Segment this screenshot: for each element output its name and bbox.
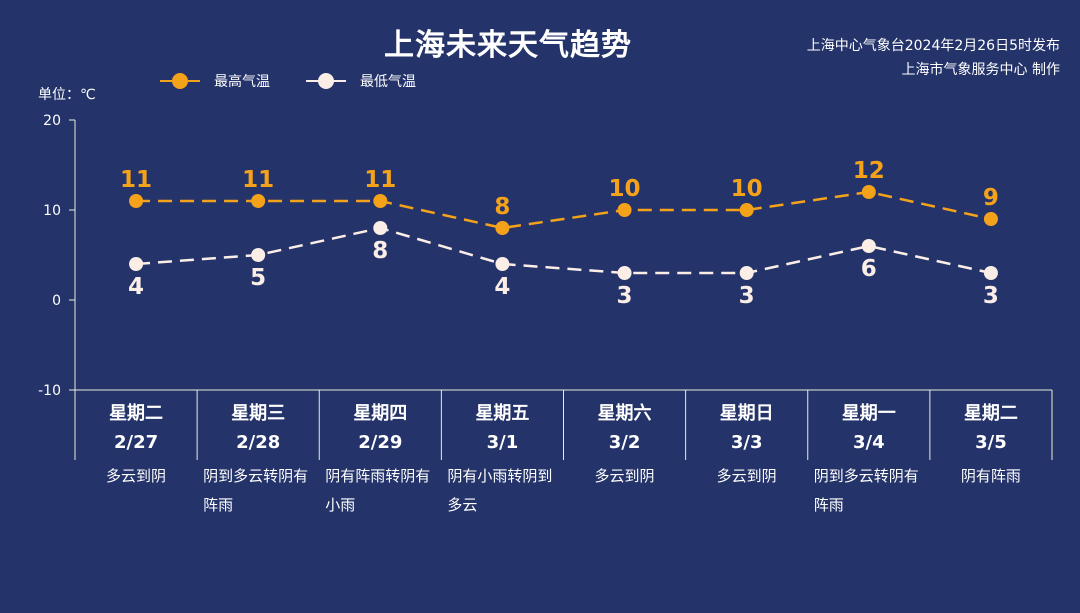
data-point-low — [861, 239, 876, 253]
legend-swatch-high — [160, 72, 200, 90]
data-point-low — [739, 266, 754, 280]
series-line-high — [136, 190, 992, 230]
day-column: 星期日 3/3 多云到阴 — [686, 400, 808, 491]
data-label-low: 8 — [372, 238, 388, 264]
series-line-low — [135, 226, 992, 275]
data-point-high — [495, 221, 510, 235]
data-point-low — [617, 266, 632, 280]
weather-condition: 阴到多云转阴有阵雨 — [813, 467, 919, 514]
weather-condition: 阴到多云转阴有阵雨 — [203, 467, 309, 514]
date-label: 3/5 — [975, 432, 1007, 453]
legend-item-low: 最低气温 — [306, 71, 416, 91]
legend-item-high: 最高气温 — [160, 71, 270, 91]
weather-condition: 多云到阴 — [594, 467, 655, 485]
date-label: 2/28 — [236, 432, 281, 453]
data-point-low — [983, 266, 998, 280]
weather-condition: 阴有小雨转阴到多云 — [447, 467, 553, 514]
data-point-high — [129, 194, 144, 208]
data-point-high — [983, 212, 998, 226]
data-label-high: 12 — [853, 158, 885, 184]
unit-label: 单位：℃ — [38, 87, 96, 103]
data-label-low: 4 — [494, 274, 510, 300]
weekday-label: 星期三 — [231, 403, 286, 424]
y-tick-label: 0 — [52, 293, 61, 309]
weather-condition: 多云到阴 — [716, 467, 777, 485]
weekday-label: 星期日 — [719, 403, 774, 424]
y-tick-label: 20 — [43, 113, 61, 129]
data-point-low — [129, 257, 144, 271]
data-point-high — [251, 194, 266, 208]
legend-label-high: 最高气温 — [214, 74, 270, 90]
weekday-label: 星期四 — [353, 403, 408, 424]
day-column: 星期二 2/27 多云到阴 — [75, 400, 197, 491]
data-label-low: 5 — [250, 265, 266, 291]
data-label-high: 9 — [983, 185, 999, 211]
date-label: 3/4 — [853, 432, 885, 453]
day-column: 星期六 3/2 多云到阴 — [564, 400, 686, 491]
data-label-low: 3 — [617, 283, 633, 309]
data-label-low: 3 — [739, 283, 755, 309]
weekday-label: 星期二 — [963, 403, 1018, 424]
date-label: 2/27 — [113, 432, 159, 453]
data-label-low: 4 — [128, 274, 144, 300]
data-label-high: 10 — [609, 176, 641, 202]
data-point-high — [373, 194, 388, 208]
weekday-label: 星期五 — [475, 403, 530, 424]
data-point-high — [617, 203, 632, 217]
weather-condition: 多云到阴 — [106, 467, 167, 485]
legend: 最高气温 最低气温 — [160, 70, 452, 92]
weekday-label: 星期二 — [109, 403, 164, 424]
day-column: 星期四 2/29 阴有阵雨转阴有小雨 — [319, 400, 441, 520]
data-point-high — [861, 185, 876, 199]
day-column: 星期二 3/5 阴有阵雨 — [930, 400, 1052, 491]
data-label-high: 11 — [120, 167, 152, 193]
date-label: 3/3 — [730, 432, 763, 453]
data-label-high: 8 — [494, 194, 510, 220]
data-point-low — [251, 248, 266, 262]
weekday-label: 星期一 — [841, 403, 896, 424]
data-label-low: 3 — [983, 283, 999, 309]
date-label: 3/1 — [486, 432, 519, 453]
weather-condition: 阴有阵雨转阴有小雨 — [325, 467, 431, 514]
source-line-producer: 上海市气象服务中心 制作 — [901, 62, 1060, 78]
chart-title: 上海未来天气趋势 — [384, 28, 632, 63]
date-label: 3/2 — [608, 432, 641, 453]
day-column: 星期五 3/1 阴有小雨转阴到多云 — [441, 400, 563, 520]
day-column: 星期三 2/28 阴到多云转阴有阵雨 — [197, 400, 319, 520]
data-label-high: 11 — [364, 167, 396, 193]
data-point-high — [739, 203, 754, 217]
day-column: 星期一 3/4 阴到多云转阴有阵雨 — [808, 400, 930, 520]
data-label-low: 6 — [861, 256, 877, 282]
data-point-low — [373, 221, 388, 235]
data-label-high: 11 — [242, 167, 274, 193]
source-info: 上海中心气象台2024年2月26日5时发布 上海市气象服务中心 制作 — [807, 34, 1060, 82]
y-tick-label: 10 — [43, 203, 61, 219]
data-point-low — [495, 257, 510, 271]
data-label-high: 10 — [731, 176, 763, 202]
weekday-label: 星期六 — [597, 403, 652, 424]
weather-condition: 阴有阵雨 — [960, 467, 1021, 485]
date-label: 2/29 — [358, 432, 403, 453]
source-line-issuer: 上海中心气象台2024年2月26日5时发布 — [806, 38, 1060, 54]
y-tick-label: -10 — [38, 383, 61, 399]
legend-swatch-low — [306, 72, 346, 90]
legend-label-low: 最低气温 — [360, 74, 416, 90]
